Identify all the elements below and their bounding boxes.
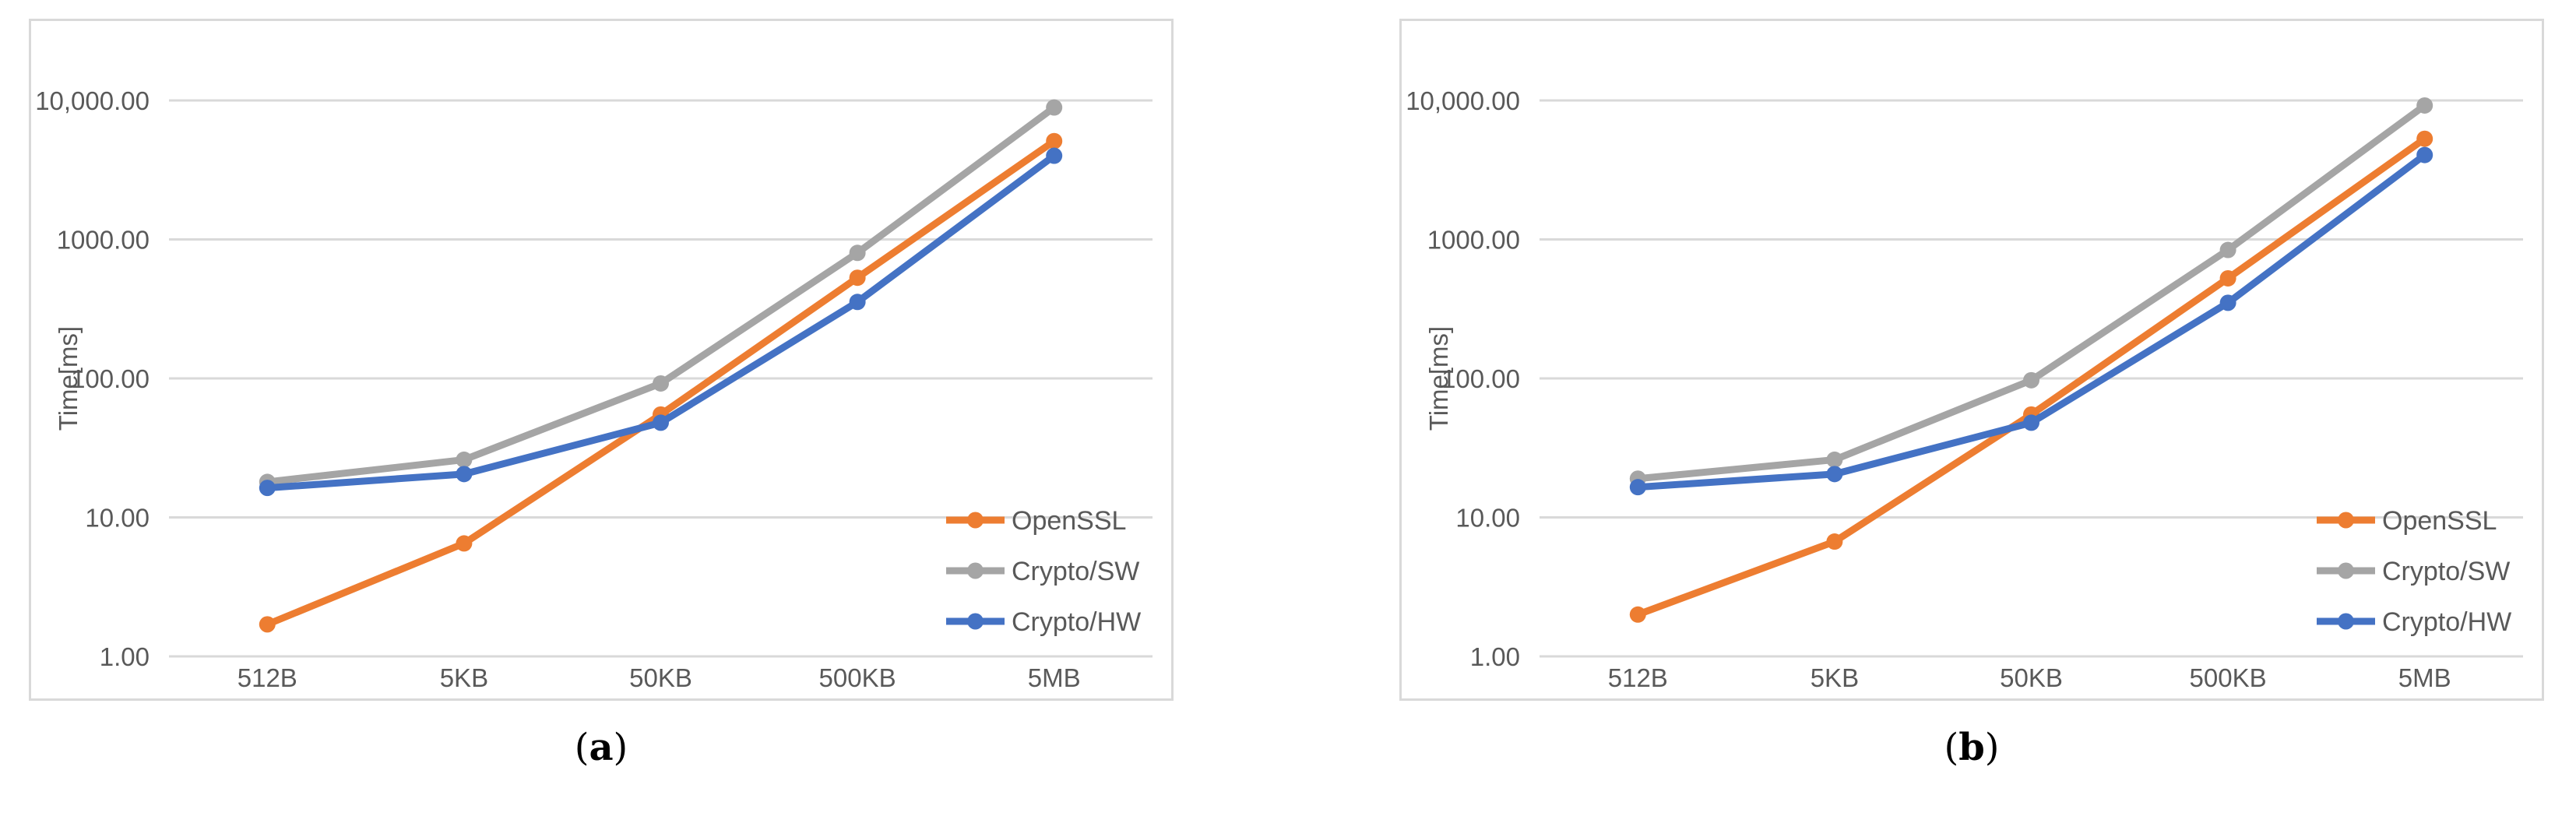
legend-label: OpenSSL bbox=[2382, 506, 2497, 536]
series-marker-Crypto/SW bbox=[2416, 97, 2433, 114]
y-axis-title: Time[ms] bbox=[54, 326, 83, 431]
series-marker-Crypto/SW bbox=[1046, 99, 1063, 116]
y-tick-label: 1.00 bbox=[1470, 642, 1520, 671]
caption-b-pre: ( bbox=[1944, 726, 1959, 769]
x-tick-label: 500KB bbox=[2190, 663, 2267, 692]
series-marker-OpenSSL bbox=[849, 269, 866, 287]
caption-b: (b) bbox=[1399, 723, 2544, 772]
legend-label: Crypto/SW bbox=[2382, 557, 2510, 586]
legend-marker bbox=[967, 562, 984, 579]
legend-item-OpenSSL: OpenSSL bbox=[946, 506, 1126, 536]
x-tick-label: 5KB bbox=[440, 663, 488, 692]
caption-a-post: ) bbox=[613, 726, 628, 769]
series-marker-Crypto/HW bbox=[1629, 479, 1646, 496]
caption-b-post: ) bbox=[1984, 726, 2000, 769]
x-tick-label: 5MB bbox=[1028, 663, 1081, 692]
y-tick-label: 100.00 bbox=[1441, 364, 1520, 393]
series-marker-OpenSSL bbox=[1826, 533, 1843, 550]
caption-a-pre: ( bbox=[574, 726, 589, 769]
legend-label: Crypto/HW bbox=[1012, 607, 1141, 637]
series-marker-OpenSSL bbox=[1046, 132, 1063, 149]
legend-marker bbox=[967, 613, 984, 630]
y-tick-label: 10.00 bbox=[1455, 504, 1520, 533]
legend-marker bbox=[2338, 512, 2354, 529]
caption-b-letter: b bbox=[1958, 726, 1985, 769]
series-marker-Crypto/SW bbox=[849, 244, 866, 262]
series-marker-Crypto/HW bbox=[2219, 294, 2236, 311]
series-marker-Crypto/HW bbox=[259, 480, 276, 497]
series-marker-Crypto/HW bbox=[849, 294, 866, 311]
caption-a: (a) bbox=[29, 723, 1174, 772]
legend-marker bbox=[2338, 613, 2354, 630]
line-chart-a: 10,000.00 1000.00 100.00 10.00 1.00 512B 5KB 50… bbox=[29, 19, 1174, 701]
series-marker-Crypto/SW bbox=[2219, 241, 2236, 259]
chart-border bbox=[29, 19, 1174, 701]
legend-label: Crypto/SW bbox=[1012, 557, 1139, 586]
caption-a-letter: a bbox=[589, 726, 614, 769]
y-tick-label: 100.00 bbox=[71, 364, 150, 393]
y-tick-label: 10,000.00 bbox=[35, 86, 150, 115]
legend-item-Crypto/HW: Crypto/HW bbox=[946, 607, 1141, 637]
series-marker-Crypto/SW bbox=[2023, 371, 2039, 389]
series-marker-Crypto/SW bbox=[653, 375, 669, 392]
x-tick-label: 50KB bbox=[629, 663, 692, 692]
chart-panel-a: 10,000.00 1000.00 100.00 10.00 1.00 512B 5KB 50… bbox=[29, 19, 1174, 701]
line-chart-b: 10,000.00 1000.00 100.00 10.00 1.00 512B 5KB 50… bbox=[1399, 19, 2544, 701]
series-marker-OpenSSL bbox=[2219, 269, 2236, 287]
y-tick-label: 1.00 bbox=[100, 642, 150, 671]
series-marker-Crypto/HW bbox=[1046, 147, 1063, 164]
series-marker-Crypto/HW bbox=[2023, 414, 2039, 431]
series-marker-Crypto/HW bbox=[2416, 146, 2433, 164]
y-tick-label: 1000.00 bbox=[57, 226, 150, 255]
y-tick-label: 10,000.00 bbox=[1406, 86, 1520, 115]
x-tick-label: 500KB bbox=[819, 663, 896, 692]
legend-marker bbox=[2338, 562, 2354, 579]
legend-label: OpenSSL bbox=[1012, 506, 1126, 536]
legend-item-OpenSSL: OpenSSL bbox=[2317, 506, 2497, 536]
chart-border bbox=[1399, 19, 2544, 701]
legend-item-Crypto/HW: Crypto/HW bbox=[2317, 607, 2511, 637]
series-marker-OpenSSL bbox=[456, 535, 473, 552]
legend-item-Crypto/SW: Crypto/SW bbox=[946, 557, 1139, 586]
series-marker-Crypto/HW bbox=[456, 466, 473, 483]
x-tick-label: 5MB bbox=[2398, 663, 2451, 692]
y-tick-label: 1000.00 bbox=[1427, 226, 1520, 255]
x-tick-label: 512B bbox=[238, 663, 297, 692]
legend-label: Crypto/HW bbox=[2382, 607, 2511, 637]
series-marker-Crypto/HW bbox=[653, 414, 669, 431]
legend-marker bbox=[967, 512, 984, 529]
series-marker-Crypto/HW bbox=[1826, 466, 1843, 483]
y-tick-label: 10.00 bbox=[85, 504, 150, 533]
legend-item-Crypto/SW: Crypto/SW bbox=[2317, 557, 2510, 586]
chart-panel-b: 10,000.00 1000.00 100.00 10.00 1.00 512B 5KB 50… bbox=[1399, 19, 2544, 701]
x-tick-label: 512B bbox=[1608, 663, 1668, 692]
series-marker-OpenSSL bbox=[259, 616, 276, 633]
series-marker-Crypto/SW bbox=[456, 451, 473, 468]
x-tick-label: 5KB bbox=[1811, 663, 1859, 692]
x-tick-label: 50KB bbox=[2000, 663, 2063, 692]
y-axis-title: Time[ms] bbox=[1424, 326, 1453, 431]
series-marker-OpenSSL bbox=[2416, 130, 2433, 147]
series-marker-Crypto/SW bbox=[1826, 451, 1843, 468]
series-marker-OpenSSL bbox=[1629, 606, 1646, 623]
